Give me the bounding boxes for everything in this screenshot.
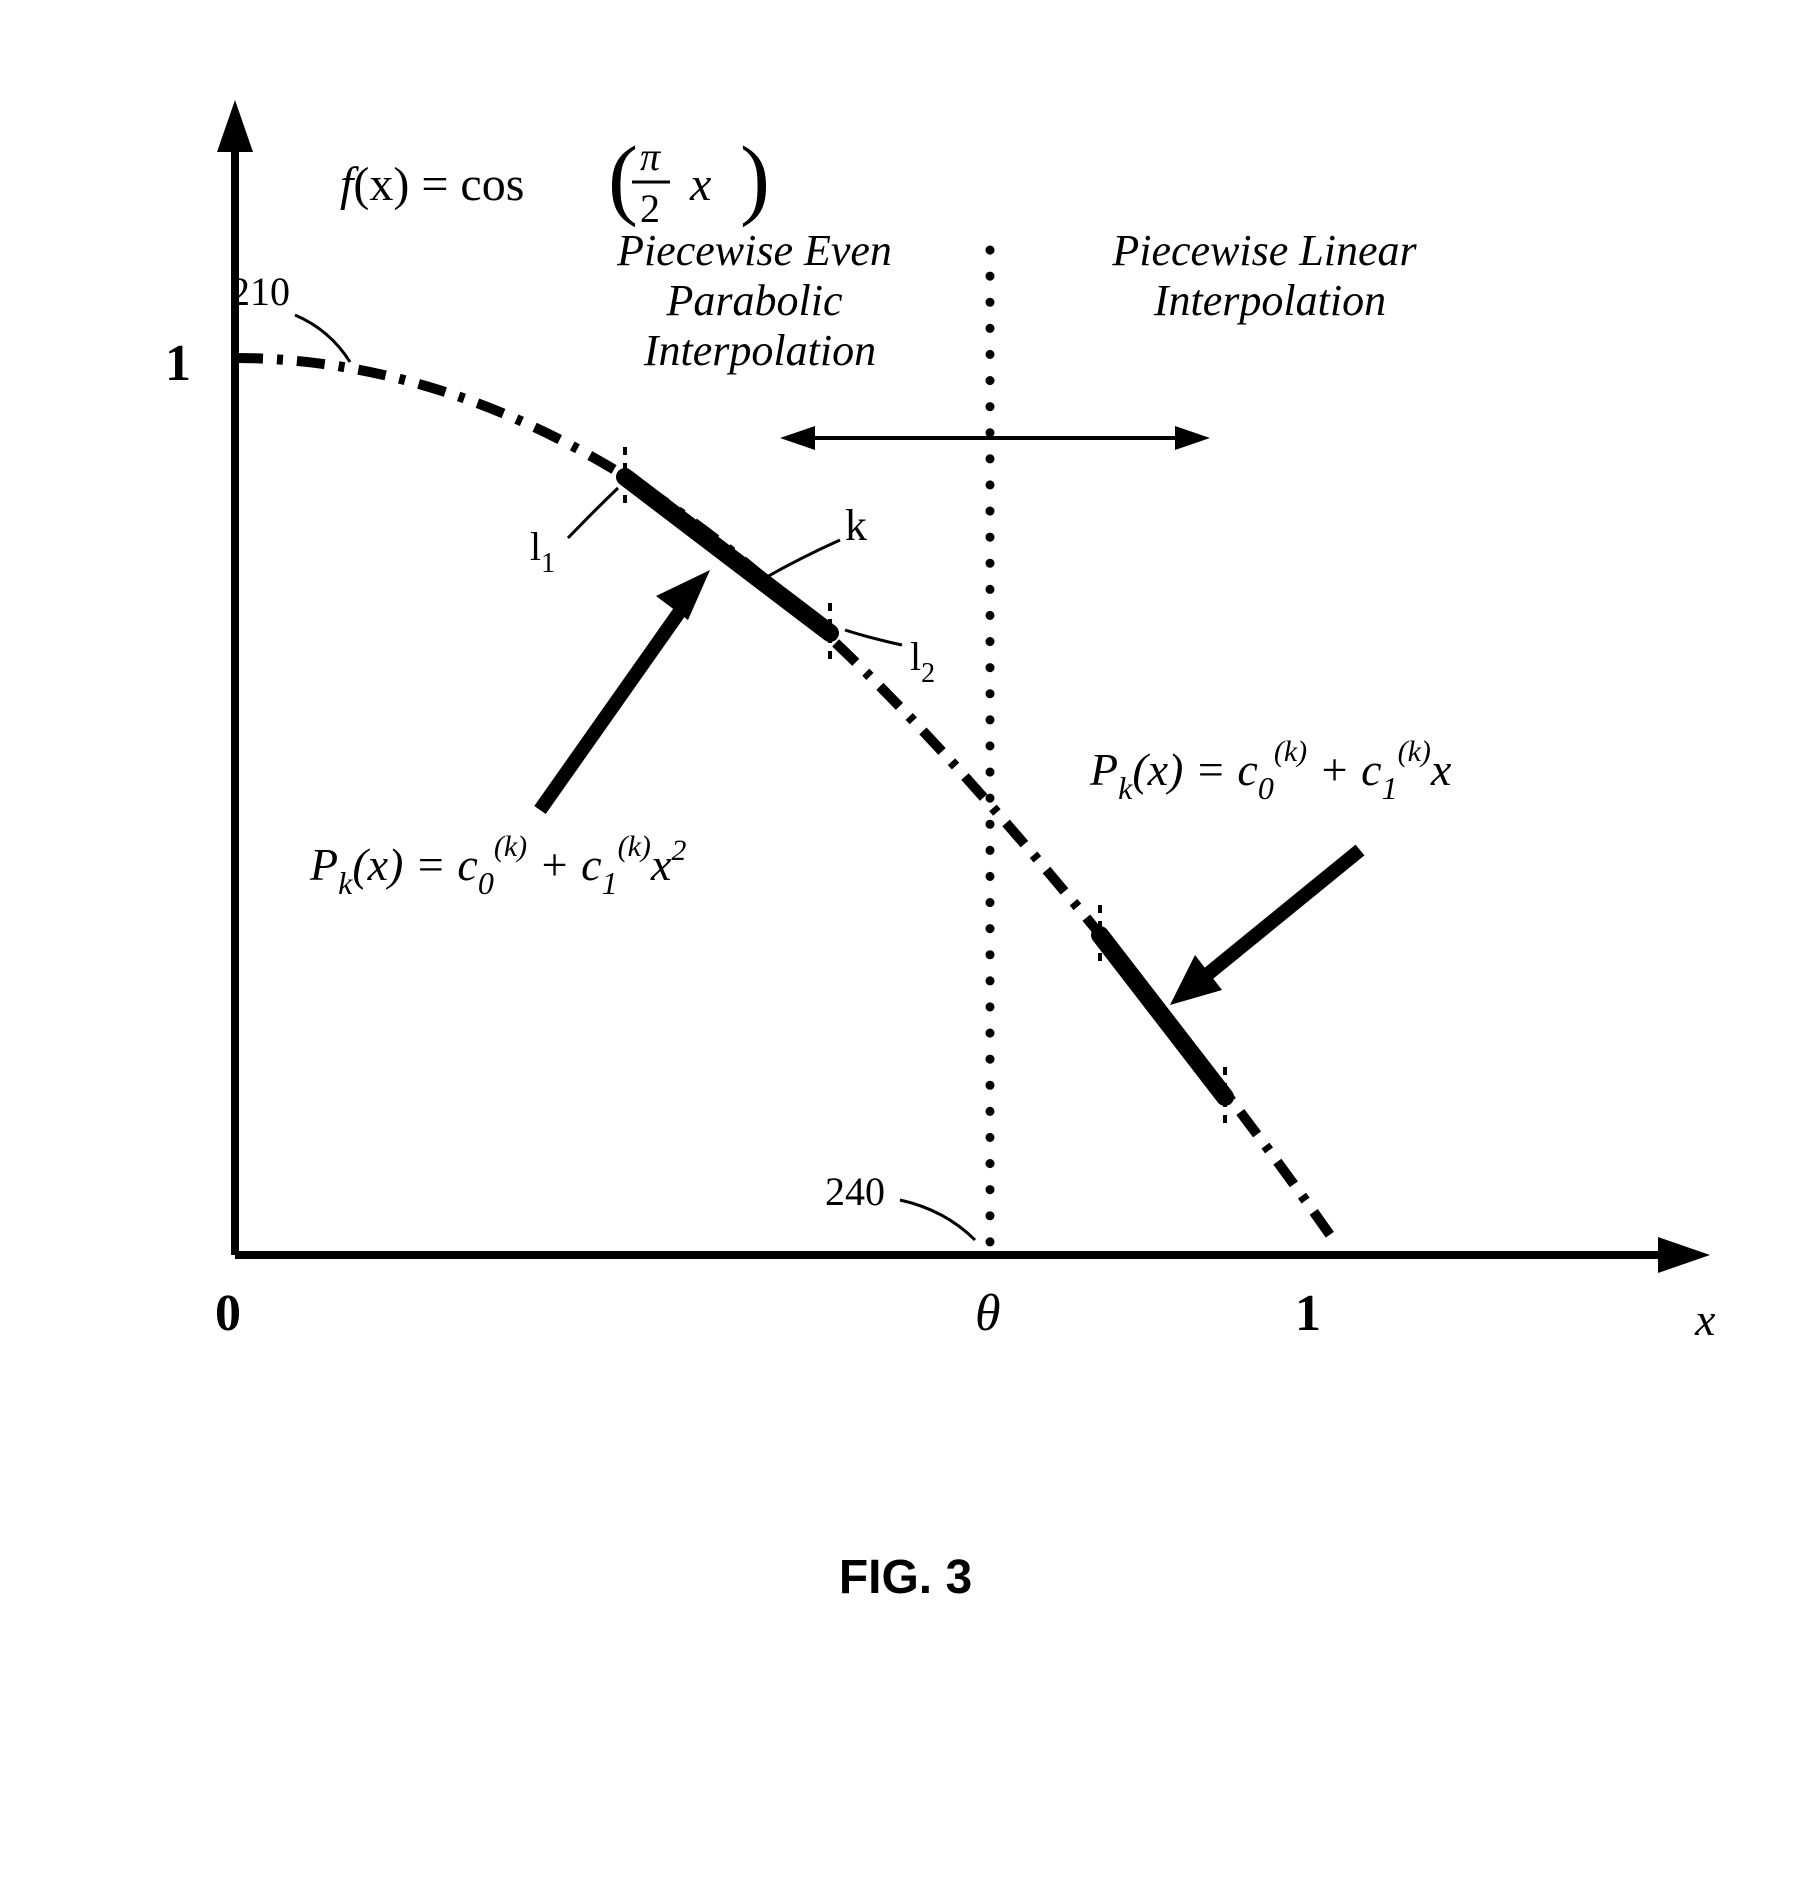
figure-caption: FIG. 3: [40, 1550, 1771, 1605]
region-right-label: Piecewise Linear Interpolation: [1111, 226, 1427, 325]
k-label: k: [845, 501, 867, 550]
l2-leader: [845, 630, 902, 645]
svg-text:x: x: [689, 158, 711, 211]
parabolic-formula: Pk(x) = c0(k) + c1(k)x2: [309, 830, 686, 901]
svg-text:2: 2: [640, 186, 660, 231]
svg-text:(: (: [608, 129, 638, 228]
l1-leader: [568, 488, 618, 538]
svg-text:): ): [740, 129, 770, 228]
linear-segment: [1100, 935, 1225, 1097]
split-arrow-right: [1175, 426, 1210, 450]
x-tick-0: 0: [215, 1285, 241, 1342]
y-axis-arrow: [217, 100, 253, 152]
ref-240-leader: [900, 1200, 975, 1240]
ref-240: 240: [825, 1169, 885, 1214]
x-axis-arrow: [1658, 1237, 1710, 1273]
linear-formula-arrow: [1192, 850, 1360, 987]
figure-container: 1 0 θ 1 x 210 240 Piecewise Even Parabol…: [40, 40, 1771, 1847]
x-tick-one: 1: [1295, 1285, 1321, 1342]
l1-label: l1: [530, 524, 555, 579]
plot-svg: 1 0 θ 1 x 210 240 Piecewise Even Parabol…: [40, 40, 1771, 1490]
l2-label: l2: [910, 634, 935, 689]
y-tick-1: 1: [165, 335, 191, 392]
split-arrow-left: [780, 426, 815, 450]
parabolic-segment: [625, 477, 830, 633]
linear-formula: Pk(x) = c0(k) + c1(k)x: [1089, 735, 1452, 806]
x-tick-theta: θ: [975, 1285, 1001, 1342]
x-axis-label: x: [1694, 1294, 1716, 1345]
parabolic-formula-arrow: [540, 597, 690, 810]
k-leader: [765, 540, 840, 578]
parabolic-formula-arrowhead: [656, 570, 710, 620]
ref-210-leader: [295, 315, 350, 362]
svg-text:π: π: [640, 134, 661, 179]
ref-210: 210: [230, 269, 290, 314]
svg-text:f(x) = cos: f(x) = cos: [340, 158, 524, 211]
top-formula: f(x) = cos ( ) π 2 x: [340, 129, 770, 231]
cosine-curve: [235, 358, 1330, 1235]
region-left-label: Piecewise Even Parabolic Interpolation: [616, 226, 903, 375]
